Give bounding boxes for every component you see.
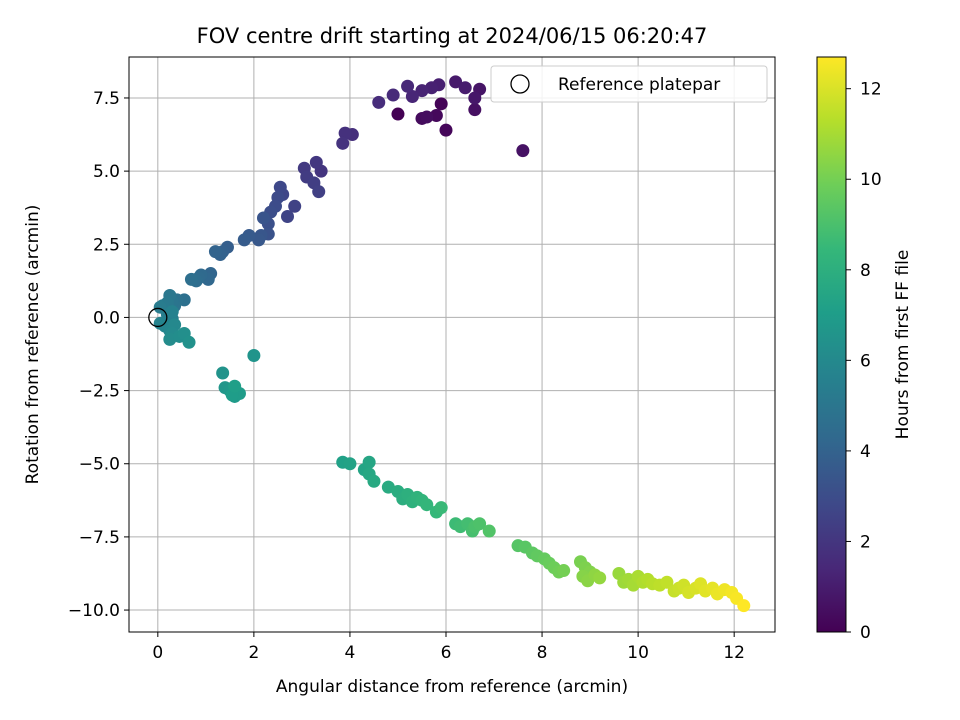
data-point	[216, 366, 230, 380]
data-point	[593, 571, 607, 585]
y-axis-ticks: −10.0 −7.5 −5.0 −2.5 0.0 2.5 5.0 7.5	[68, 89, 129, 621]
data-point	[434, 97, 448, 111]
data-point	[401, 79, 415, 93]
data-points	[153, 75, 751, 613]
data-point	[482, 524, 496, 538]
x-tick-label: 8	[537, 643, 548, 663]
data-point	[273, 180, 287, 194]
colorbar-tick-label: 12	[860, 80, 882, 100]
x-tick-label: 4	[345, 643, 356, 663]
colorbar-tick-label: 2	[860, 532, 871, 552]
data-point	[182, 335, 196, 349]
data-point	[516, 144, 530, 158]
y-tick-label: −5.0	[79, 455, 120, 475]
data-point	[391, 107, 405, 121]
colorbar-label: Hours from first FF file	[893, 250, 913, 440]
data-point	[288, 199, 302, 213]
legend-box	[490, 65, 768, 103]
data-point	[312, 185, 326, 199]
y-tick-label: −7.5	[79, 528, 120, 548]
data-point	[165, 305, 179, 319]
colorbar-ticks: 0 2 4 6 8 10 12	[846, 80, 882, 643]
data-point	[429, 109, 443, 123]
data-point	[473, 517, 487, 531]
data-point	[458, 81, 472, 95]
data-point	[439, 123, 453, 137]
colorbar-tick-label: 0	[860, 623, 871, 643]
data-point	[737, 599, 751, 613]
chart-title: FOV centre drift starting at 2024/06/15 …	[197, 24, 708, 48]
y-tick-label: 7.5	[93, 89, 120, 109]
data-point	[420, 110, 434, 124]
data-point	[405, 90, 419, 104]
data-point	[362, 455, 376, 469]
x-tick-label: 12	[723, 643, 745, 663]
data-point	[557, 564, 571, 578]
colorbar-tick-label: 6	[860, 351, 871, 371]
reference-marker	[148, 307, 168, 328]
data-point	[237, 233, 251, 247]
data-point	[247, 348, 261, 362]
legend: Reference platepar	[490, 65, 768, 103]
data-point	[336, 136, 350, 150]
data-point	[184, 272, 198, 286]
legend-marker-circle	[510, 74, 530, 94]
data-point	[468, 103, 482, 117]
colorbar-tick-label: 8	[860, 261, 871, 281]
data-point	[208, 245, 222, 259]
data-point	[280, 209, 294, 223]
data-point	[660, 575, 674, 589]
data-point	[372, 95, 386, 109]
legend-entry-label: Reference platepar	[558, 75, 720, 95]
data-point	[415, 84, 429, 98]
data-point	[449, 75, 463, 89]
data-point	[367, 474, 381, 488]
y-axis-label: Rotation from reference (arcmin)	[23, 205, 43, 485]
data-point	[420, 498, 434, 512]
data-point	[228, 379, 242, 393]
x-tick-label: 10	[627, 643, 649, 663]
axes-frame	[128, 56, 776, 633]
y-tick-label: −10.0	[68, 601, 120, 621]
x-tick-label: 2	[248, 643, 259, 663]
y-tick-label: 0.0	[93, 308, 120, 328]
x-axis-ticks: 0 2 4 6 8 10 12	[152, 632, 745, 663]
data-point	[309, 155, 323, 169]
data-point	[434, 501, 448, 515]
data-point	[338, 126, 352, 140]
colorbar-gradient	[816, 56, 847, 633]
y-tick-label: 2.5	[93, 235, 120, 255]
data-point	[343, 457, 357, 471]
y-tick-label: −2.5	[79, 382, 120, 402]
colorbar-tick-label: 10	[860, 170, 882, 190]
data-point	[256, 211, 270, 225]
x-axis-label: Angular distance from reference (arcmin)	[276, 677, 628, 697]
reference-platepar-marker	[148, 307, 168, 328]
x-tick-label: 0	[152, 643, 163, 663]
x-tick-label: 6	[441, 643, 452, 663]
data-point	[386, 88, 400, 102]
grid-lines	[129, 57, 775, 632]
y-tick-label: 5.0	[93, 162, 120, 182]
colorbar: 0 2 4 6 8 10 12 Hours from first FF file	[816, 56, 913, 643]
data-point	[468, 91, 482, 105]
colorbar-tick-label: 4	[860, 442, 871, 462]
